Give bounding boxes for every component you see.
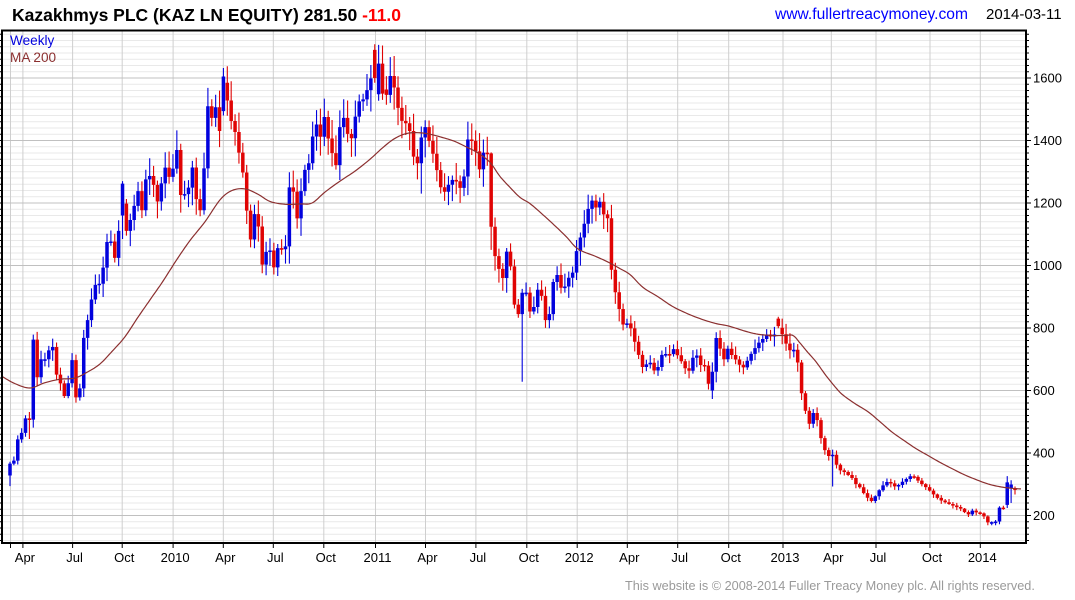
svg-text:2011: 2011 [364, 550, 392, 565]
svg-text:Oct: Oct [922, 550, 943, 565]
svg-text:400: 400 [1033, 446, 1055, 461]
svg-text:Apr: Apr [619, 550, 640, 565]
svg-text:800: 800 [1033, 321, 1055, 336]
svg-text:Weekly: Weekly [10, 33, 55, 48]
svg-text:Jul: Jul [267, 550, 284, 565]
svg-text:Apr: Apr [15, 550, 36, 565]
svg-text:Oct: Oct [316, 550, 337, 565]
svg-text:Jul: Jul [870, 550, 887, 565]
svg-text:2014: 2014 [968, 550, 997, 565]
svg-text:Jul: Jul [470, 550, 487, 565]
svg-text:1200: 1200 [1033, 196, 1062, 211]
svg-text:200: 200 [1033, 508, 1055, 523]
svg-text:2014-03-11: 2014-03-11 [986, 6, 1062, 23]
svg-text:600: 600 [1033, 383, 1055, 398]
svg-text:This website is © 2008-2014 Fu: This website is © 2008-2014 Fuller Treac… [625, 579, 1035, 593]
svg-text:Oct: Oct [721, 550, 742, 565]
svg-text:MA 200: MA 200 [10, 50, 57, 65]
svg-text:Oct: Oct [114, 550, 135, 565]
svg-text:www.fullertreacymoney.com: www.fullertreacymoney.com [774, 6, 968, 23]
svg-text:2010: 2010 [161, 550, 190, 565]
svg-text:1000: 1000 [1033, 258, 1062, 273]
svg-text:Jul: Jul [66, 550, 83, 565]
svg-text:Kazakhmys PLC (KAZ LN EQUITY): Kazakhmys PLC (KAZ LN EQUITY) 281.50 -11… [12, 5, 401, 25]
svg-text:Jul: Jul [671, 550, 688, 565]
svg-text:Apr: Apr [215, 550, 236, 565]
svg-text:1600: 1600 [1033, 71, 1062, 86]
svg-text:Apr: Apr [823, 550, 844, 565]
svg-text:1400: 1400 [1033, 133, 1062, 148]
svg-text:2013: 2013 [771, 550, 800, 565]
svg-text:Oct: Oct [519, 550, 540, 565]
svg-text:2012: 2012 [565, 550, 594, 565]
svg-text:Apr: Apr [417, 550, 438, 565]
